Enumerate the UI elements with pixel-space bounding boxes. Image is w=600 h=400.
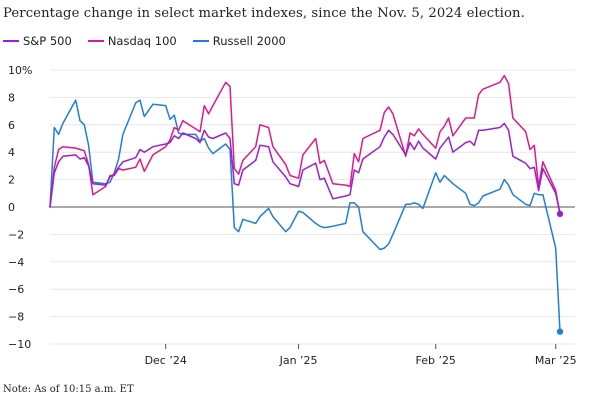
legend-label-russell2000: Russell 2000 [212,34,286,48]
y-tick-label: −6 [8,283,24,296]
y-tick-label: 2 [8,174,15,187]
series-end-marker-sp500 [556,210,564,218]
chart-legend: S&P 500 Nasdaq 100 Russell 2000 [3,34,286,48]
legend-label-sp500: S&P 500 [23,34,72,48]
legend-item-sp500: S&P 500 [3,34,72,48]
y-tick-label: 10% [8,64,32,77]
legend-swatch-nasdaq100 [87,40,104,42]
y-tick-label: 8 [8,91,15,104]
x-tick-label: Dec ’24 [145,354,187,367]
chart-note: Note: As of 10:15 a.m. ET [3,384,134,395]
legend-swatch-sp500 [3,40,19,42]
y-tick-label: −4 [8,256,24,269]
series-line-russell2000 [49,99,561,333]
y-tick-label: −10 [8,338,31,351]
legend-item-russell2000: Russell 2000 [192,34,286,48]
y-tick-label: −8 [8,311,24,324]
series-line-nasdaq100 [49,74,561,215]
x-tick-label: Feb ’25 [415,354,455,367]
legend-item-nasdaq100: Nasdaq 100 [87,34,177,48]
series-line-sp500 [49,122,561,215]
x-tick-label: Mar ’25 [535,354,577,367]
series-end-marker-russell2000 [556,328,564,335]
legend-swatch-russell2000 [192,40,209,42]
y-tick-label: 0 [8,201,15,214]
y-tick-label: −2 [8,228,24,241]
y-tick-label: 6 [8,119,15,132]
legend-label-nasdaq100: Nasdaq 100 [107,34,177,48]
chart-title: Percentage change in select market index… [3,6,525,21]
x-tick-label: Jan ’25 [279,354,318,367]
y-tick-label: 4 [8,146,15,159]
